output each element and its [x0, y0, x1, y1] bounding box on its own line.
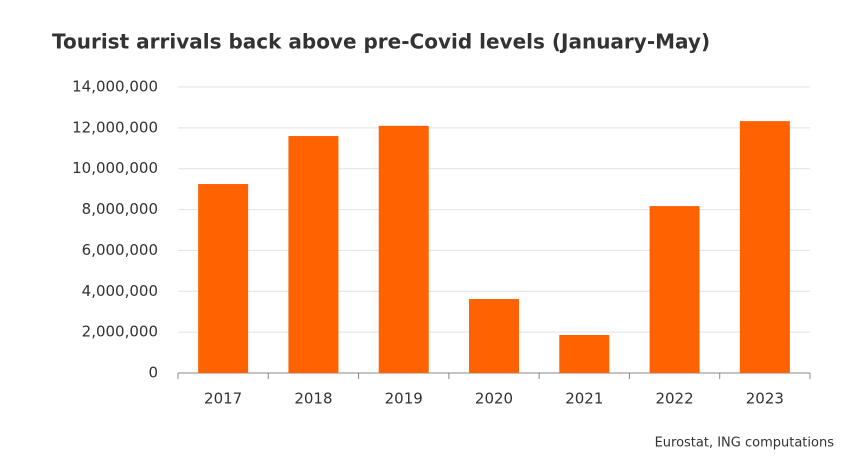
x-tick-label: 2018: [294, 390, 332, 408]
bar: [649, 206, 700, 373]
y-tick-label: 14,000,000: [72, 78, 158, 96]
y-tick-label: 4,000,000: [82, 282, 158, 300]
y-tick-label: 12,000,000: [72, 118, 158, 136]
x-tick-label: 2020: [475, 390, 513, 408]
bar: [469, 299, 519, 373]
x-tick-label: 2017: [204, 390, 242, 408]
y-tick-label: 8,000,000: [82, 200, 158, 218]
bar: [378, 125, 429, 373]
bar: [288, 136, 339, 373]
bar: [198, 184, 249, 373]
y-tick-label: 6,000,000: [82, 241, 158, 259]
chart-title: Tourist arrivals back above pre-Covid le…: [52, 30, 710, 54]
source-note: Eurostat, ING computations: [655, 436, 835, 451]
x-tick-label: 2022: [655, 390, 693, 408]
x-tick-label: 2019: [385, 390, 423, 408]
bar: [739, 121, 790, 373]
x-tick-label: 2023: [746, 390, 784, 408]
x-tick-label: 2021: [565, 390, 603, 408]
bar: [559, 335, 610, 373]
y-tick-label: 10,000,000: [72, 159, 158, 177]
y-tick-label: 2,000,000: [82, 323, 158, 341]
y-tick-label: 0: [148, 364, 158, 382]
